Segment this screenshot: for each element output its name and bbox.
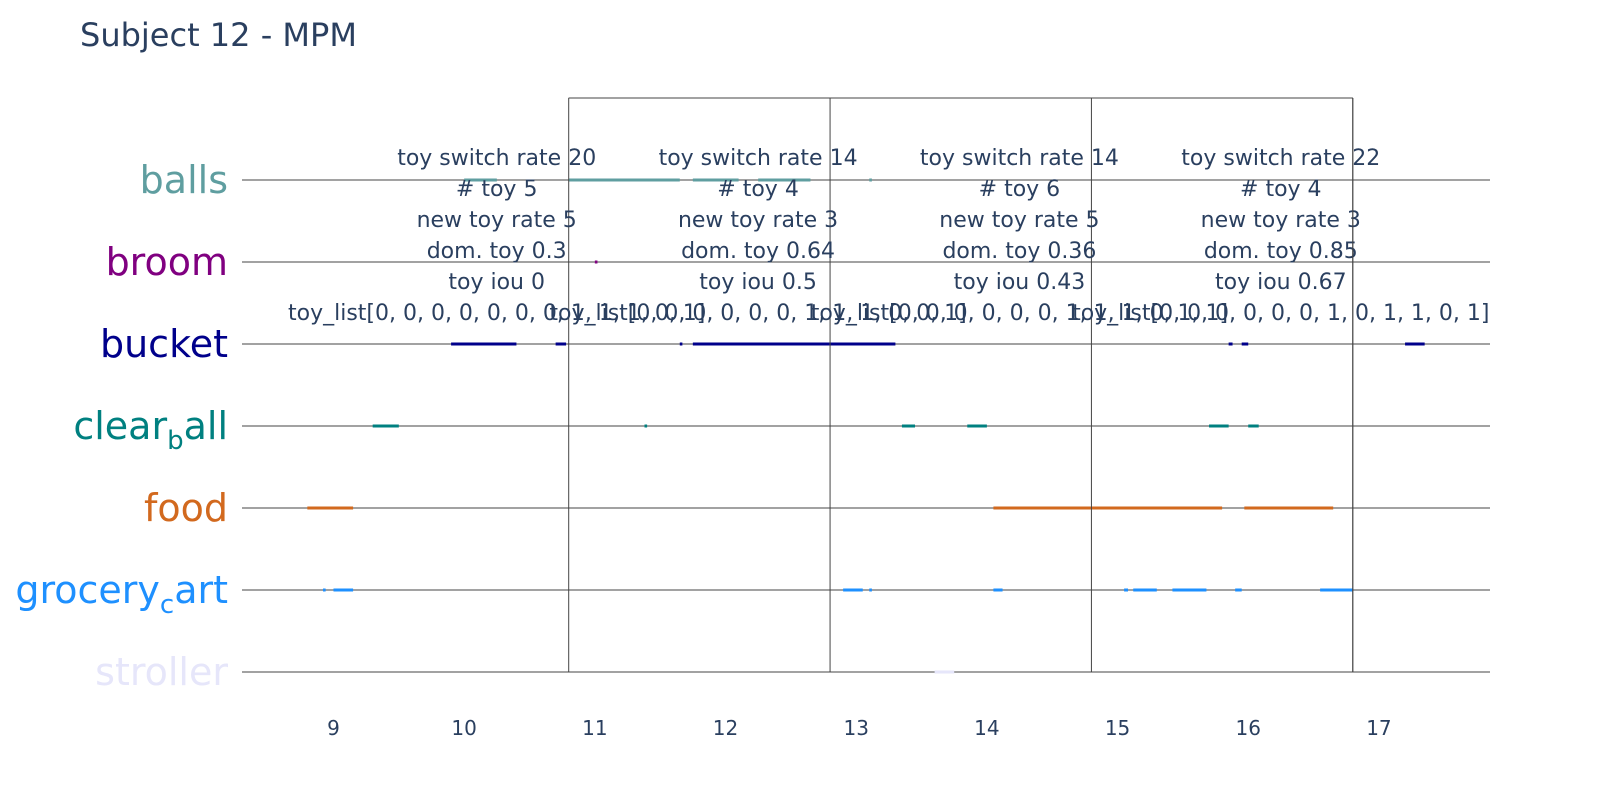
- x-tick-label: 12: [713, 716, 738, 740]
- window-annotation: new toy rate 5: [939, 208, 1099, 233]
- window-annotation: dom. toy 0.3: [427, 239, 567, 264]
- window-annotation: toy switch rate 14: [920, 146, 1119, 171]
- x-tick-label: 11: [582, 716, 607, 740]
- category-label: broom: [106, 240, 228, 284]
- window-annotation: new toy rate 3: [1201, 208, 1361, 233]
- x-tick-label: 13: [843, 716, 868, 740]
- window-annotation: # toy 4: [1240, 177, 1322, 202]
- x-tick-label: 14: [974, 716, 999, 740]
- window-annotation: toy_list[0, 0, 0, 0, 0, 0, 1, 1, 1, 0, 1…: [811, 301, 1228, 326]
- x-tick-label: 15: [1105, 716, 1130, 740]
- category-label: grocerycart: [15, 568, 228, 620]
- window-annotation: toy_list[0, 0, 0, 0, 0, 0, 1, 0, 1, 1, 0…: [1072, 301, 1489, 326]
- window-annotation: dom. toy 0.64: [681, 239, 835, 264]
- window-annotation: toy iou 0.5: [699, 270, 817, 295]
- x-tick-label: 17: [1366, 716, 1391, 740]
- window-annotation: new toy rate 3: [678, 208, 838, 233]
- window-annotation: toy iou 0.43: [954, 270, 1086, 295]
- window-annotation: new toy rate 5: [417, 208, 577, 233]
- chart-title: Subject 12 - MPM: [80, 16, 357, 54]
- category-label: bucket: [100, 322, 228, 366]
- window-annotation: dom. toy 0.36: [942, 239, 1096, 264]
- window-annotation: toy iou 0: [448, 270, 545, 295]
- window-annotation: toy_list[0, 0, 0, 0, 0, 0, 0, 1, 1, 1, 0…: [288, 301, 705, 326]
- window-annotation: toy switch rate 14: [659, 146, 858, 171]
- window-annotation: toy switch rate 20: [397, 146, 596, 171]
- x-tick-label: 9: [327, 716, 340, 740]
- category-label: stroller: [95, 650, 228, 694]
- category-label: balls: [140, 158, 228, 202]
- window-annotation: dom. toy 0.85: [1204, 239, 1358, 264]
- window-annotation: # toy 4: [717, 177, 799, 202]
- category-label: clearball: [73, 404, 228, 456]
- window-annotation: # toy 5: [456, 177, 538, 202]
- window-annotation: # toy 6: [979, 177, 1061, 202]
- x-tick-label: 16: [1236, 716, 1261, 740]
- x-tick-label: 10: [451, 716, 476, 740]
- window-annotation: toy switch rate 22: [1181, 146, 1380, 171]
- window-annotation: toy_list[0, 0, 0, 0, 0, 0, 1, 1, 1, 0, 0…: [549, 301, 966, 326]
- window-annotation: toy iou 0.67: [1215, 270, 1347, 295]
- category-label: food: [144, 486, 228, 530]
